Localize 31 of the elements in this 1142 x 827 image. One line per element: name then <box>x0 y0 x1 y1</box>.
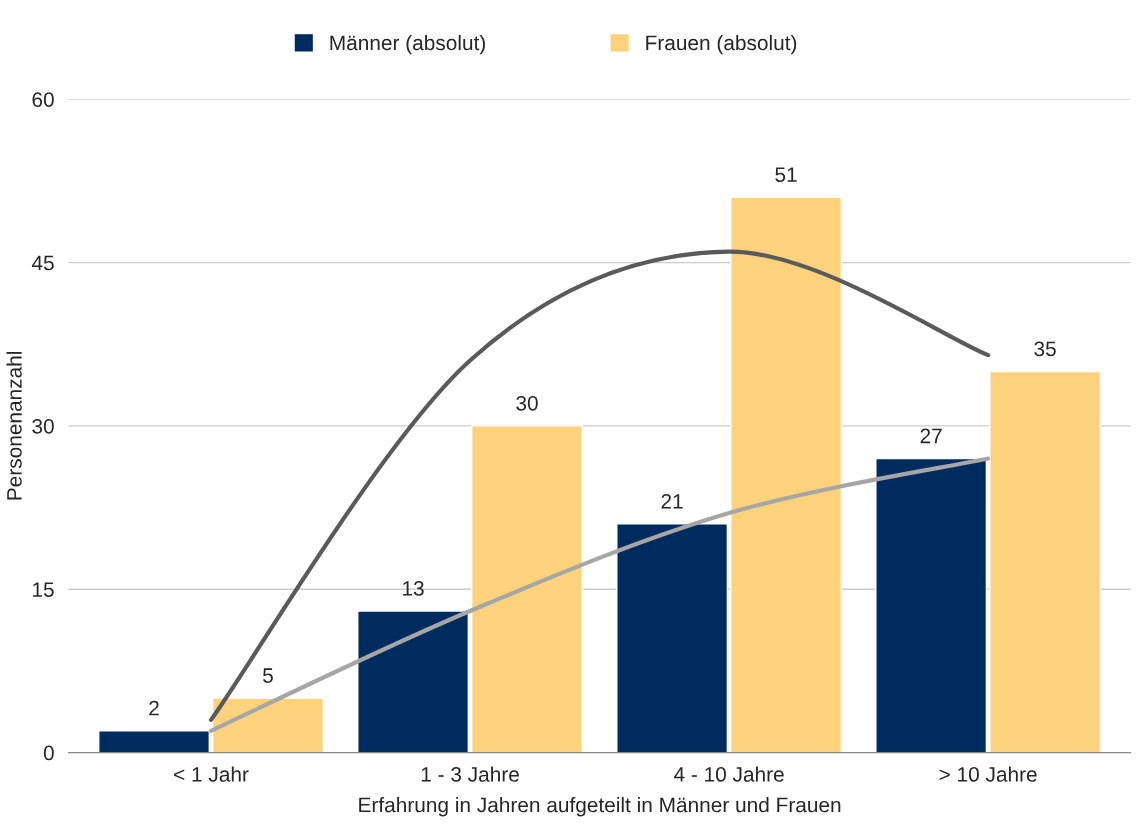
data-label: 35 <box>1034 341 1056 357</box>
data-label: 51 <box>775 167 797 183</box>
data-label: 30 <box>516 395 538 411</box>
y-tick-label: 30 <box>32 418 54 434</box>
bar <box>730 196 843 753</box>
bar <box>875 457 988 753</box>
data-label: 13 <box>403 581 424 596</box>
bar <box>212 697 324 753</box>
bar <box>616 523 729 753</box>
y-tick-label: 60 <box>32 92 54 107</box>
legend-label: Männer (absolut) <box>330 34 485 55</box>
bar <box>98 730 210 753</box>
x-tick-label: 1 - 3 Jahre <box>421 766 519 782</box>
legend-label: Frauen (absolut) <box>646 34 797 55</box>
data-label: 5 <box>263 668 273 683</box>
data-label: 21 <box>661 493 683 509</box>
y-tick-label: 45 <box>31 255 54 271</box>
line-series <box>208 249 991 722</box>
data-label: 27 <box>920 428 942 444</box>
data-label: 2 <box>149 700 159 716</box>
y-axis-title: Personenanzahl <box>6 352 22 500</box>
bar <box>989 370 1102 753</box>
y-tick-label: 0 <box>43 745 54 761</box>
x-axis-title: Erfahrung in Jahren aufgeteilt in Männer und Frauen <box>359 796 841 817</box>
x-tick-label: 4 - 10 Jahre <box>673 766 784 782</box>
bar <box>357 610 470 753</box>
x-tick-label: > 10 Jahre <box>939 766 1037 782</box>
x-tick-label: < 1 Jahr <box>174 766 249 782</box>
line-series <box>208 456 991 733</box>
y-tick-label: 15 <box>33 582 54 597</box>
bar <box>471 425 583 753</box>
